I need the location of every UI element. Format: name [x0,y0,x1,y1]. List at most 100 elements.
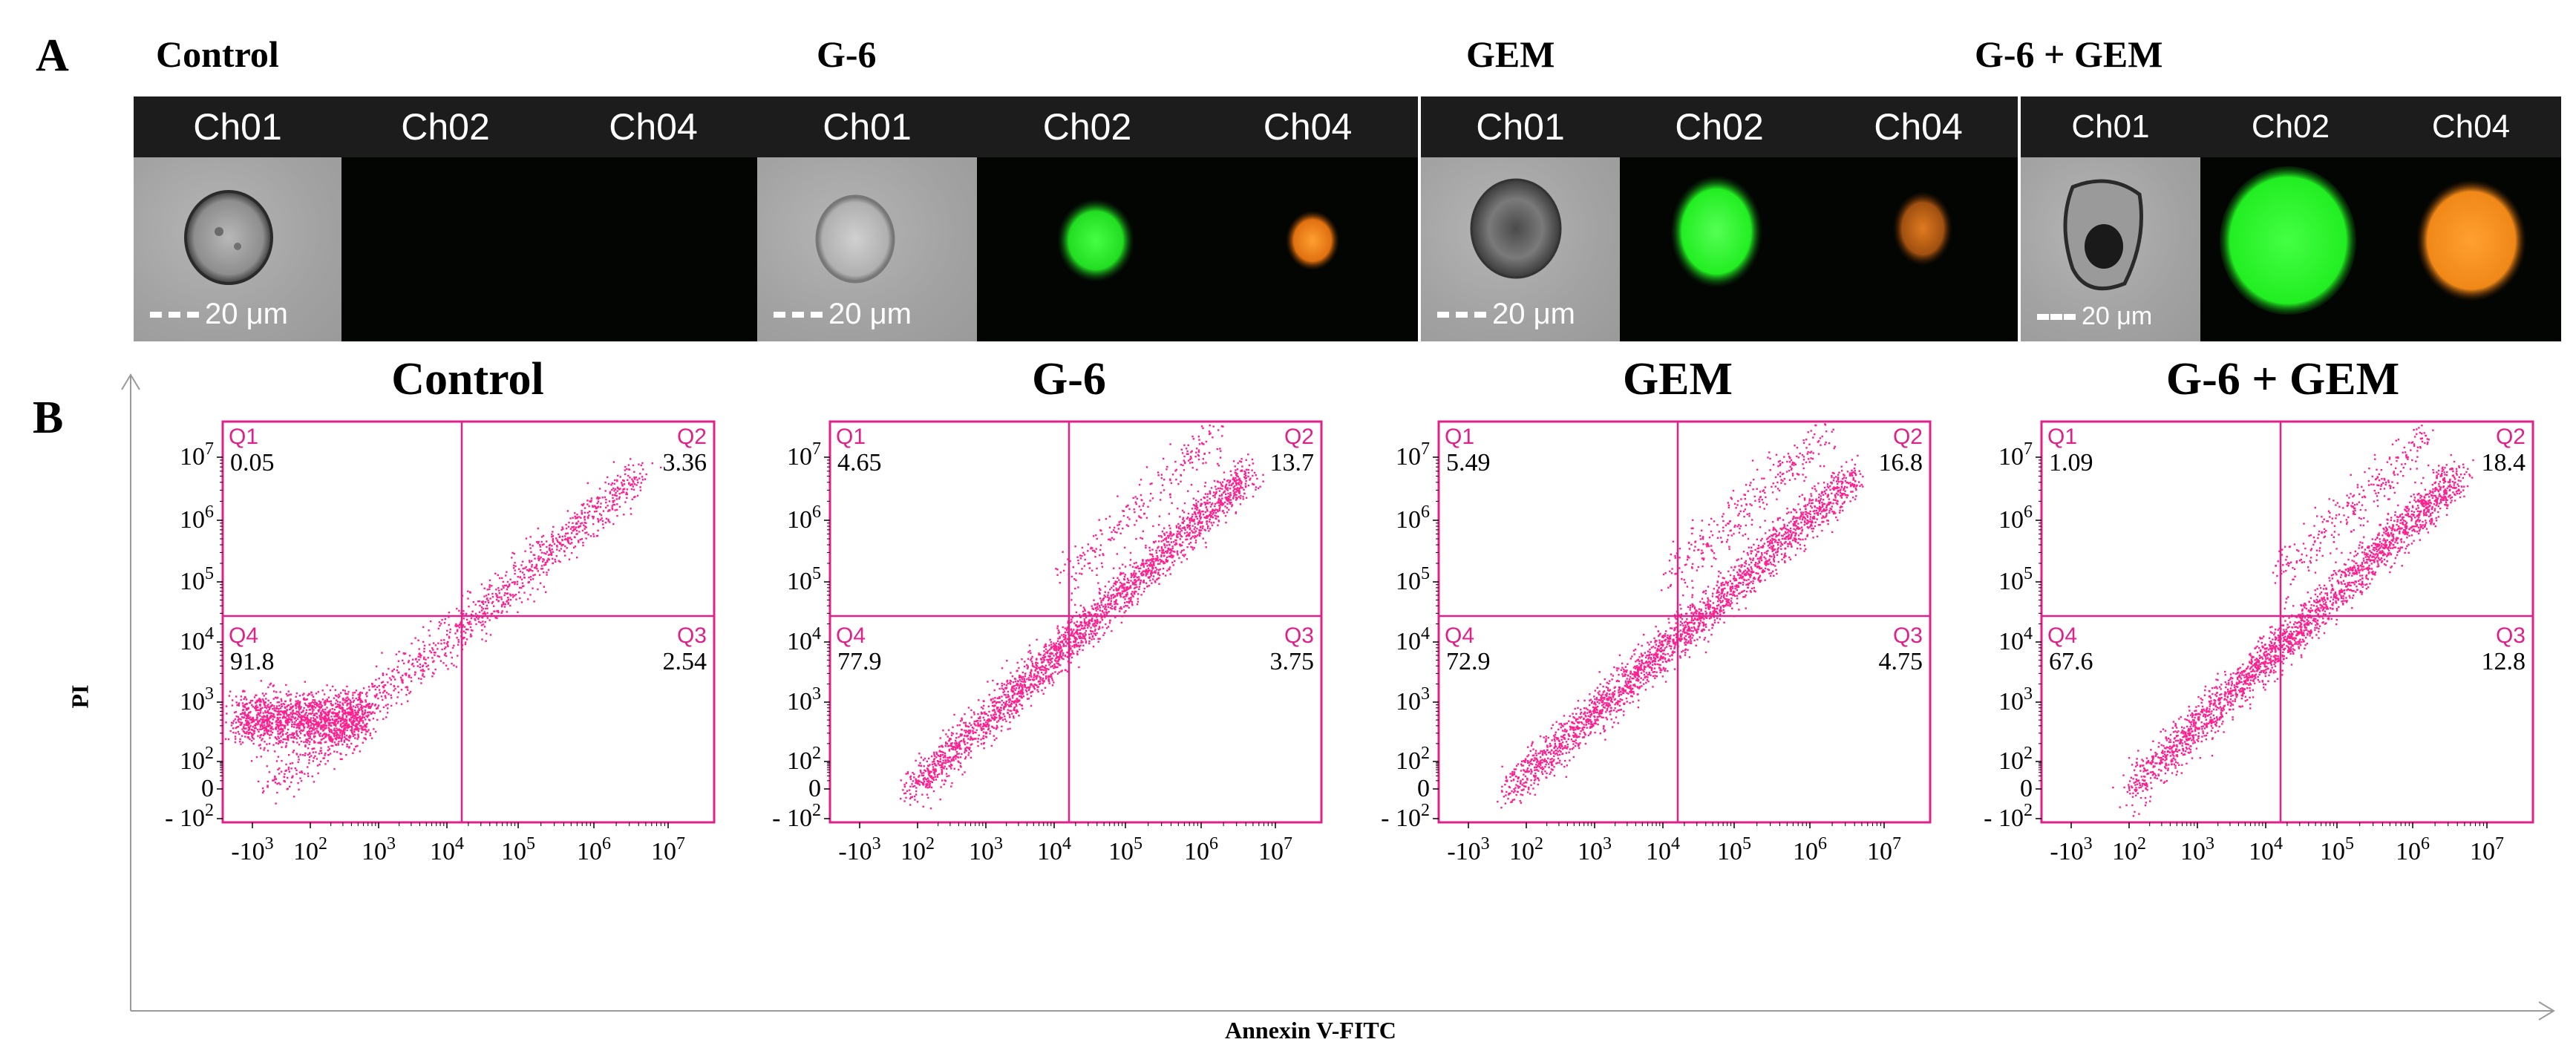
y-tick-label: 104 [1998,624,2033,655]
y-tick-label: 107 [180,439,214,471]
fluorescence-image-ch02 [2200,157,2381,341]
x-tick-label: 107 [1258,834,1292,865]
x-tick-label: 102 [2112,834,2146,865]
y-tick-label: 0 [1417,775,1430,802]
x-tick-label: 103 [2180,834,2214,865]
y-tick-label: 105 [787,564,821,595]
y-tick-label: - 102 [165,801,214,832]
quadrant-value-q4: 77.9 [837,648,882,675]
x-tick-label: 105 [1108,834,1142,865]
scale-bar: 20 μm [1437,298,1575,331]
y-tick-label: 107 [1396,439,1430,471]
brightfield-image: 20 μm [757,157,977,341]
channel-header-ch04: Ch04 [2381,96,2561,157]
plot-frame [2040,420,2534,824]
quadrant-value-q1: 5.49 [1446,449,1491,476]
plot-title-control: Control [391,354,544,404]
quadrant-value-q3: 2.54 [663,648,707,675]
x-tick-label: 105 [501,834,535,865]
channel-header-ch04: Ch04 [1197,96,1418,157]
flow-plot-control: Q1 0.05 Q2 3.36 Q4 91.8 Q3 2.54 107 106 105 104 103 1… [141,407,735,930]
channel-header-ch02: Ch02 [1620,96,1819,157]
panel-a-letter: A [36,30,69,81]
y-tick-label: 107 [1998,439,2033,471]
quadrant-label-q4: Q4 [836,623,866,648]
plot-title-gem: GEM [1622,354,1733,404]
quadrant-value-q3: 4.75 [1879,648,1923,675]
quadrant-label-q2: Q2 [677,425,707,449]
event-dots [900,425,1264,810]
fluorescence-image-ch02 [341,157,549,341]
brightfield-image: 20 μm [2021,157,2200,341]
x-tick-label: 106 [2396,834,2430,865]
quadrant-label-q1: Q1 [2047,425,2077,449]
x-tick-label: -103 [1447,834,1489,865]
x-tick-label: 107 [651,834,685,865]
x-tick-label: 105 [1717,834,1751,865]
y-tick-label: 103 [180,684,214,715]
quadrant-value-q2: 13.7 [1270,449,1315,476]
y-tick-label: - 102 [1381,801,1430,832]
y-tick-label: 102 [1998,744,2033,775]
cell-image [815,194,895,284]
y-tick-label: 105 [1396,564,1430,595]
quadrant-label-q4: Q4 [2047,623,2077,648]
quadrant-value-q1: 0.05 [230,449,275,476]
x-tick-label: 103 [969,834,1003,865]
y-tick-label: - 102 [772,801,821,832]
quadrant-value-q4: 72.9 [1446,648,1491,675]
y-tick-label: 102 [1396,744,1430,775]
image-strip-g6-gem: Ch01 Ch02 Ch04 20 μm [2021,96,2561,341]
y-tick-label: 104 [787,624,821,655]
channel-header-ch01: Ch01 [1421,96,1620,157]
x-tick-label: 103 [1578,834,1612,865]
y-tick-label: 102 [180,744,214,775]
x-tick-label: 107 [1867,834,1901,865]
y-tick-label: 0 [2020,775,2033,802]
group-title-g6: G-6 [817,33,877,75]
cell-image [1470,178,1562,279]
channel-header-ch02: Ch02 [341,96,549,157]
x-tick-label: 102 [293,834,327,865]
y-tick-label: 102 [787,744,821,775]
x-tick-label: 102 [900,834,935,865]
quadrant-value-q3: 12.8 [2482,648,2526,675]
quadrant-label-q1: Q1 [1445,425,1474,449]
y-tick-label: 103 [1396,684,1430,715]
fluorescence-image-ch04 [1819,157,2018,341]
channel-header-ch02: Ch02 [2200,96,2381,157]
y-axis-title: PI [66,684,94,709]
scale-bar: 20 μm [150,298,288,331]
group-title-gem: GEM [1466,33,1555,75]
channel-header-ch01: Ch01 [757,96,977,157]
y-tick-label: 0 [808,775,821,802]
brightfield-image: 20 μm [134,157,341,341]
quadrant-label-q2: Q2 [1893,425,1923,449]
quadrant-label-q1: Q1 [229,425,258,449]
x-tick-label: 106 [1184,834,1218,865]
quadrant-label-q4: Q4 [1445,623,1474,648]
x-tick-label: 104 [1646,834,1680,865]
y-tick-label: 0 [201,775,214,802]
x-tick-label: 103 [362,834,396,865]
y-tick-label: 104 [180,624,214,655]
quadrant-label-q1: Q1 [836,425,866,449]
image-strip-gem: Ch01 Ch02 Ch04 20 μm [1421,96,2018,341]
quadrant-label-q3: Q3 [1893,623,1923,648]
event-dots [1497,423,1864,809]
scale-bar: 20 μm [774,298,912,331]
y-tick-label: - 102 [1984,801,2033,832]
quadrant-value-q1: 4.65 [837,449,882,476]
scale-bar: 20 μm [2037,302,2152,331]
quadrant-label-q3: Q3 [1284,623,1314,648]
plot-title-g6-gem: G-6 + GEM [2165,354,2400,404]
quadrant-label-q2: Q2 [2496,425,2526,449]
channel-header-ch01: Ch01 [2021,96,2200,157]
brightfield-image: 20 μm [1421,157,1620,341]
x-tick-label: 102 [1509,834,1543,865]
cell-image [2063,179,2143,291]
quadrant-label-q2: Q2 [1284,425,1314,449]
